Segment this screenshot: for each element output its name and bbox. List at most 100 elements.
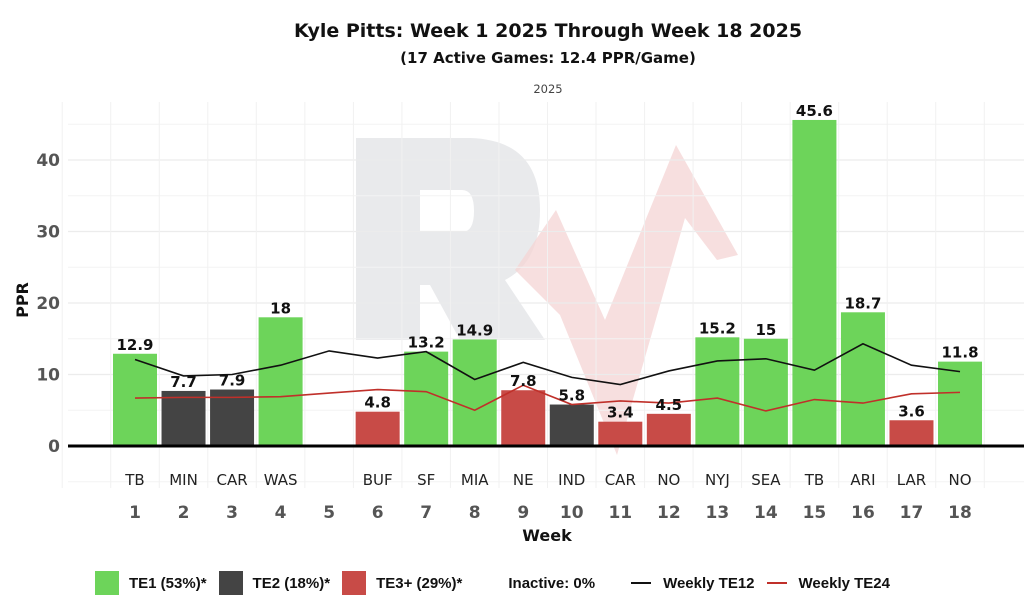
bar-value-label: 12.9: [116, 336, 153, 354]
bar-week-1: [113, 353, 157, 446]
x-tick-label: 1: [129, 503, 141, 523]
bar-week-6: [355, 411, 400, 446]
opponent-label: MIA: [461, 471, 489, 489]
opponent-label: NE: [513, 471, 534, 489]
bar-week-12: [646, 413, 691, 446]
bar-week-8: [452, 339, 497, 446]
bar-week-15: [792, 119, 837, 447]
opponent-label: CAR: [216, 471, 247, 489]
opponent-label: MIN: [169, 471, 198, 489]
bar-week-9: [501, 390, 546, 446]
x-tick-label: 15: [803, 503, 827, 523]
bar-value-label: 5.8: [558, 387, 585, 405]
opponent-label: BUF: [363, 471, 393, 489]
bar-value-label: 45.6: [796, 102, 833, 120]
x-axis-label: Week: [522, 526, 572, 545]
bar-week-14: [743, 338, 788, 446]
bar-value-label: 18.7: [844, 294, 881, 312]
bar-week-7: [404, 351, 449, 446]
opponent-label: SF: [417, 471, 435, 489]
bar-week-13: [695, 337, 740, 446]
x-tick-label: 18: [948, 503, 972, 523]
bar-value-label: 14.9: [456, 321, 493, 339]
legend-label: TE1 (53%)*: [129, 574, 207, 592]
x-tick-label: 5: [323, 503, 335, 523]
opponent-label: LAR: [897, 471, 926, 489]
opponent-label: TB: [804, 471, 824, 489]
legend-label: TE2 (18%)*: [252, 574, 331, 592]
bar-value-label: 7.8: [510, 372, 537, 390]
x-tick-label: 14: [754, 503, 778, 523]
x-tick-label: 9: [517, 503, 529, 523]
legend-line-key: [631, 582, 652, 584]
x-tick-label: 10: [560, 503, 584, 523]
y-tick-label: 10: [36, 366, 60, 386]
legend-swatch: [342, 571, 367, 595]
bar-week-11: [598, 421, 643, 446]
opponent-label: NO: [657, 471, 680, 489]
legend-label: Inactive: 0%: [508, 574, 596, 592]
legend-item: TE3+ (29%)*: [342, 571, 462, 595]
legend-item: TE2 (18%)*: [218, 571, 331, 595]
bar-value-label: 15.2: [699, 319, 736, 337]
legend-item: Weekly TE24: [766, 574, 890, 592]
x-tick-label: 17: [900, 503, 924, 523]
bar-week-10: [549, 404, 594, 446]
bar-week-17: [889, 420, 934, 446]
bar-value-label: 13.2: [408, 334, 445, 352]
opponent-label: NYJ: [705, 471, 730, 489]
y-tick-label: 30: [36, 223, 60, 243]
opponent-label: TB: [124, 471, 144, 489]
y-tick-label: 0: [48, 437, 60, 457]
opponent-label: ARI: [850, 471, 875, 489]
bar-value-label: 3.6: [898, 402, 925, 420]
line-weekly-te12: [134, 342, 961, 386]
legend: TE1 (53%)* TE2 (18%)* TE3+ (29%)* Inactive:…: [95, 570, 902, 596]
bar-week-4: [258, 317, 303, 446]
bar-value-label: 15: [755, 321, 776, 339]
legend-label: Weekly TE12: [663, 574, 755, 592]
x-tick-label: 6: [372, 503, 384, 523]
legend-swatch: [95, 571, 119, 595]
bar-value-label: 4.5: [656, 396, 683, 414]
bar-value-label: 4.8: [364, 394, 391, 412]
y-tick-label: 40: [36, 151, 60, 171]
legend-swatch: [218, 571, 243, 595]
x-tick-label: 13: [706, 503, 730, 523]
y-tick-label: 20: [36, 294, 60, 314]
bar-week-16: [840, 312, 885, 446]
opponent-label: NO: [948, 471, 971, 489]
legend-item: Inactive: 0%: [508, 575, 595, 592]
bar-week-18: [938, 361, 983, 446]
x-tick-label: 7: [420, 503, 432, 523]
bar-value-label: 18: [270, 299, 291, 317]
bar-value-label: 11.8: [942, 344, 979, 362]
chart-subtitle: (17 Active Games: 12.4 PPR/Game): [400, 49, 696, 67]
x-tick-label: 3: [226, 503, 238, 523]
x-tick-label: 12: [657, 503, 681, 523]
legend-item: TE1 (53%)*: [95, 571, 207, 595]
x-tick-label: 4: [275, 503, 287, 523]
legend-line-key: [766, 582, 787, 584]
x-tick-label: 8: [469, 503, 481, 523]
opponent-label: CAR: [605, 471, 636, 489]
bar-value-label: 7.9: [219, 372, 246, 390]
chart-title: Kyle Pitts: Week 1 2025 Through Week 18 …: [293, 20, 803, 42]
bar-week-2: [161, 390, 206, 446]
y-axis-label: PPR: [13, 282, 32, 318]
legend-label: TE3+ (29%)*: [376, 574, 463, 592]
legend-item: Weekly TE12: [631, 574, 755, 592]
x-tick-label: 11: [608, 503, 632, 523]
opponent-label: WAS: [264, 471, 298, 489]
bar-value-label: 3.4: [607, 404, 634, 422]
bar-week-3: [210, 389, 255, 446]
line-weekly-te24: [134, 384, 961, 412]
x-tick-label: 16: [851, 503, 875, 523]
opponent-label: SEA: [751, 471, 781, 489]
bar-value-label: 7.7: [170, 373, 197, 391]
facet-label: 2025: [533, 82, 563, 96]
x-tick-label: 2: [178, 503, 190, 523]
opponent-label: IND: [558, 471, 585, 489]
legend-label: Weekly TE24: [798, 574, 890, 592]
